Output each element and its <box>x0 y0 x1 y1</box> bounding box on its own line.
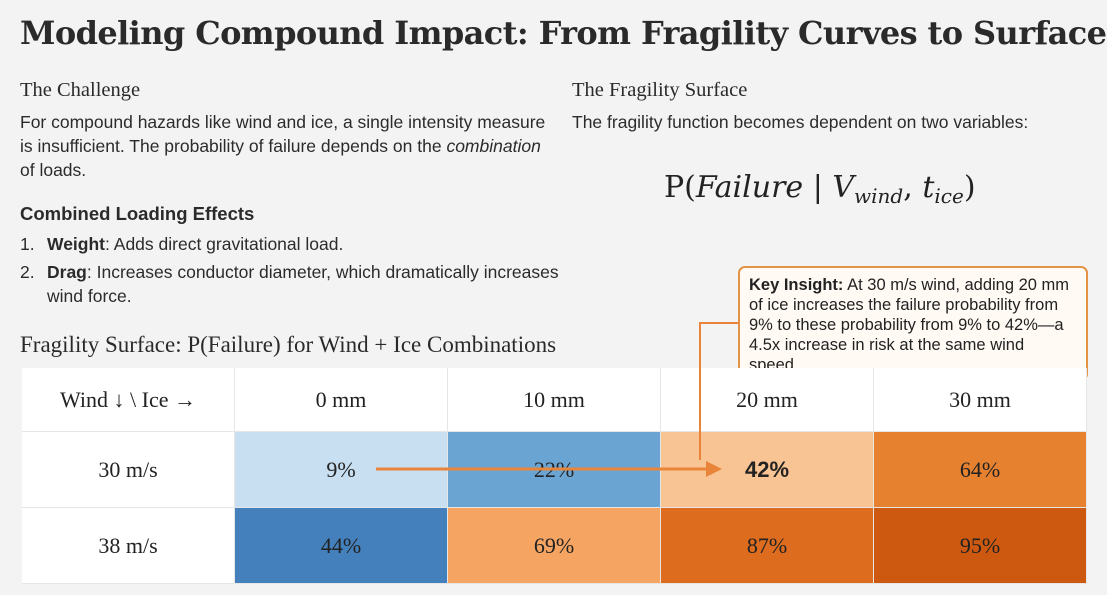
table-cell-highlighted: 42% <box>661 432 874 508</box>
table-cell: 87% <box>661 508 874 584</box>
row-label: 30 m/s <box>22 432 235 508</box>
insight-label: Key Insight: <box>749 276 844 294</box>
table-corner-header: Wind ↓ \ Ice → <box>22 368 235 432</box>
table-cell: 64% <box>874 432 1087 508</box>
table-cell: 44% <box>235 508 448 584</box>
key-insight-callout: Key Insight: At 30 m/s wind, adding 20 m… <box>738 266 1088 381</box>
challenge-text: For compound hazards like wind and ice, … <box>20 110 550 182</box>
list-item-desc: : Adds direct gravitational load. <box>105 234 344 254</box>
fragility-table: Wind ↓ \ Ice → 0 mm 10 mm 20 mm 30 mm 30… <box>22 368 1087 584</box>
challenge-heading: The Challenge <box>20 79 141 101</box>
table-cell: 69% <box>448 508 661 584</box>
list-item-term: Drag <box>47 262 87 282</box>
column-header: 20 mm <box>661 368 874 432</box>
table-cell: 9% <box>235 432 448 508</box>
surface-heading: The Fragility Surface <box>572 79 748 101</box>
formula-failure: Failure <box>695 170 804 205</box>
formula-v: V <box>832 170 855 205</box>
list-item: 1. Weight: Adds direct gravitational load… <box>20 232 560 256</box>
list-item-desc: : Increases conductor diameter, which dr… <box>47 262 559 306</box>
challenge-text-emphasis: combination <box>446 136 541 156</box>
formula-t: t <box>922 170 935 205</box>
page-title: Modeling Compound Impact: From Fragility… <box>20 14 1107 52</box>
column-header: 0 mm <box>235 368 448 432</box>
row-label: 38 m/s <box>22 508 235 584</box>
list-item: 2. Drag: Increases conductor diameter, wh… <box>20 260 560 308</box>
combined-loading-heading: Combined Loading Effects <box>20 203 255 224</box>
formula-v-subscript: wind <box>854 184 904 208</box>
formula-bar: | <box>803 170 833 205</box>
formula-close: ) <box>963 170 976 205</box>
list-item-number: 2. <box>20 262 35 282</box>
formula-p: P( <box>664 170 696 205</box>
table-title: Fragility Surface: P(Failure) for Wind +… <box>20 332 557 357</box>
table-cell: 22% <box>448 432 661 508</box>
challenge-text-part2: of loads. <box>20 160 87 180</box>
list-item-term: Weight <box>47 234 106 254</box>
column-header: 30 mm <box>874 368 1087 432</box>
loading-effects-list: 1. Weight: Adds direct gravitational load… <box>20 232 560 312</box>
table-cell: 95% <box>874 508 1087 584</box>
challenge-text-part1: For compound hazards like wind and ice, … <box>20 112 546 156</box>
formula-t-subscript: ice <box>934 184 964 208</box>
list-item-number: 1. <box>20 234 35 254</box>
column-header: 10 mm <box>448 368 661 432</box>
formula-comma: , <box>903 170 923 205</box>
fragility-formula: P(Failure | Vwind, tice) <box>664 170 976 208</box>
surface-text: The fragility function becomes dependent… <box>572 112 1029 132</box>
